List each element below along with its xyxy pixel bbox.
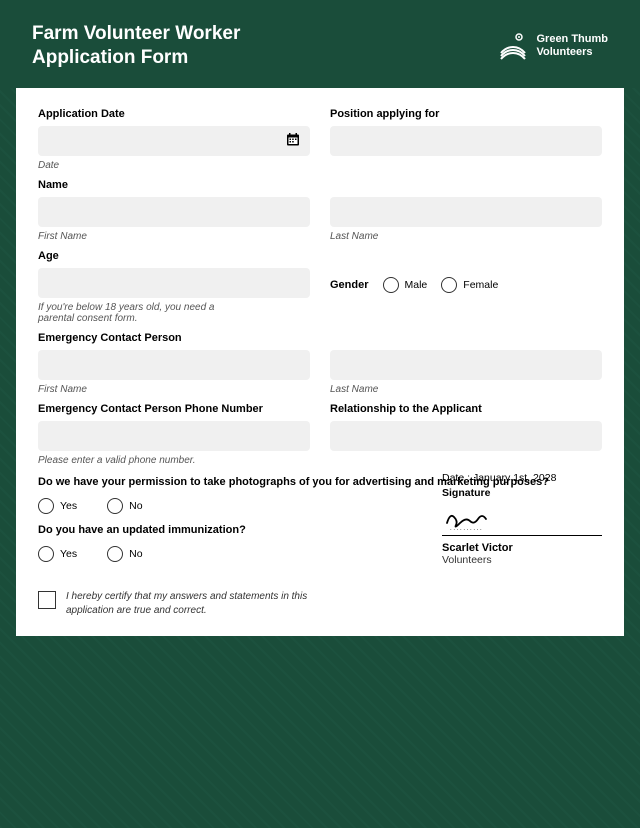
signature-image: . . . . . . . . . . [442, 505, 602, 533]
relationship-input[interactable] [330, 421, 602, 451]
emergency-last-name-input[interactable] [330, 350, 602, 380]
immun-yes-option[interactable]: Yes [38, 546, 77, 562]
certify-checkbox[interactable] [38, 591, 56, 609]
signature-date: Date : January 1st, 2028 [442, 472, 602, 484]
last-name-hint: Last Name [330, 231, 602, 242]
first-name-input[interactable] [38, 197, 310, 227]
age-input[interactable] [38, 268, 310, 298]
emergency-phone-input[interactable] [38, 421, 310, 451]
position-label: Position applying for [330, 108, 602, 120]
application-date-input[interactable] [38, 126, 310, 156]
age-hint: If you're below 18 years old, you need a… [38, 302, 238, 324]
form-title: Farm Volunteer Worker Application Form [32, 22, 240, 70]
emergency-first-name-input[interactable] [38, 350, 310, 380]
age-label: Age [38, 250, 310, 262]
radio-icon [107, 498, 123, 514]
gender-label: Gender [330, 279, 369, 291]
emergency-phone-label: Emergency Contact Person Phone Number [38, 403, 310, 415]
certify-text: I hereby certify that my answers and sta… [66, 590, 326, 618]
emergency-first-name-hint: First Name [38, 384, 310, 395]
radio-icon [383, 277, 399, 293]
signer-name: Scarlet Victor [442, 542, 602, 554]
relationship-label: Relationship to the Applicant [330, 403, 602, 415]
form-header: Farm Volunteer Worker Application Form G… [0, 0, 640, 88]
gender-male-option[interactable]: Male [383, 277, 428, 293]
last-name-input[interactable] [330, 197, 602, 227]
date-hint: Date [38, 160, 310, 171]
svg-text:. . . . . . . . . .: . . . . . . . . . . [450, 526, 482, 531]
gender-female-option[interactable]: Female [441, 277, 498, 293]
radio-icon [107, 546, 123, 562]
immun-no-option[interactable]: No [107, 546, 142, 562]
title-line-2: Application Form [32, 46, 240, 70]
signature-label: Signature [442, 487, 602, 499]
title-line-1: Farm Volunteer Worker [32, 22, 240, 46]
emergency-last-name-hint: Last Name [330, 384, 602, 395]
name-label: Name [38, 179, 602, 191]
signer-role: Volunteers [442, 554, 602, 566]
signature-block: Date : January 1st, 2028 Signature . . .… [442, 472, 602, 566]
form-body: Application Date Date Position applying … [16, 88, 624, 636]
radio-icon [441, 277, 457, 293]
photo-no-option[interactable]: No [107, 498, 142, 514]
position-input[interactable] [330, 126, 602, 156]
phone-hint: Please enter a valid phone number. [38, 455, 310, 466]
application-date-label: Application Date [38, 108, 310, 120]
photo-yes-option[interactable]: Yes [38, 498, 77, 514]
radio-icon [38, 498, 54, 514]
emergency-contact-label: Emergency Contact Person [38, 332, 602, 344]
radio-icon [38, 546, 54, 562]
org-name: Green Thumb Volunteers [536, 33, 608, 59]
first-name-hint: First Name [38, 231, 310, 242]
farm-logo-icon [498, 31, 528, 61]
org-logo-block: Green Thumb Volunteers [498, 31, 608, 61]
